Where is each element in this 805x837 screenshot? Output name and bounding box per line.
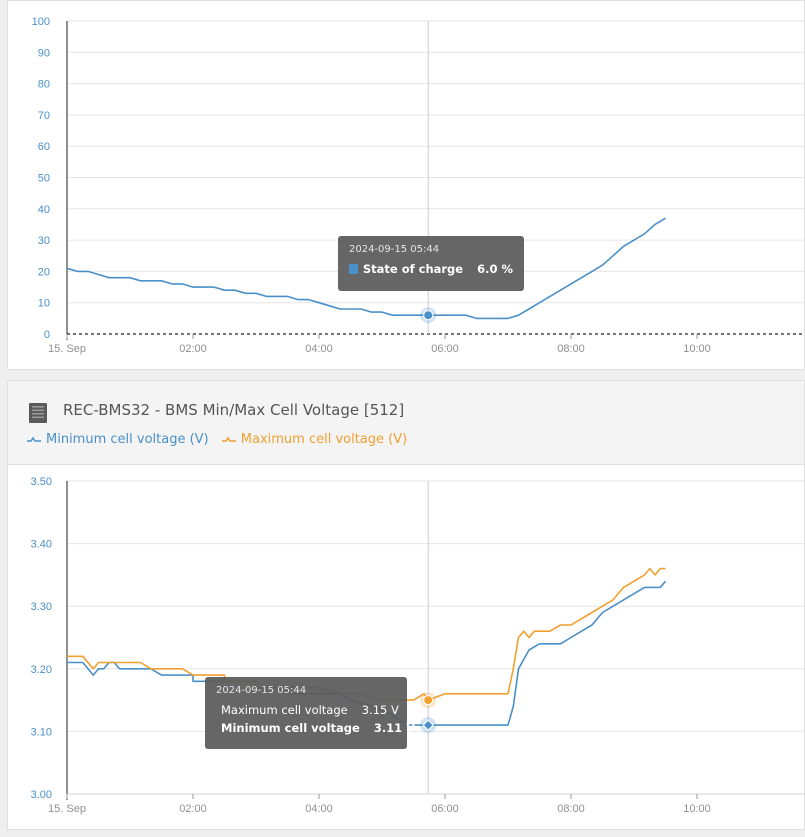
soc-chart-panel: 0 10 20 30 40 50 60 70 80 90 100 15. Sep 02:00 04:00 0… xyxy=(7,0,805,370)
y-tick-label: 100 xyxy=(32,16,50,28)
x-tick-label: 06:00 xyxy=(431,803,459,815)
series-line-1 xyxy=(66,217,666,320)
soc-tooltip-label: State of charge xyxy=(362,262,464,276)
y-tick-label: 30 xyxy=(38,235,50,247)
cell-voltage-panel: REC-BMS32 - BMS Min/Max Cell Voltage [51… xyxy=(7,380,805,830)
x-tick-label: 10:00 xyxy=(683,803,711,815)
battery-monitor-icon xyxy=(29,403,47,423)
y-tick-label: 3.30 xyxy=(31,601,52,613)
y-tick-label: 50 xyxy=(38,173,50,185)
soc-tooltip-value: 6.0 % xyxy=(477,262,513,276)
y-tick-label: 0 xyxy=(44,329,50,341)
hover-marker xyxy=(422,719,434,731)
legend-label-max-voltage: Maximum cell voltage (V) xyxy=(240,432,408,447)
legend-item-min-voltage[interactable]: Minimum cell voltage (V) xyxy=(26,432,209,447)
x-tick-label: 04:00 xyxy=(305,803,333,815)
y-tick-label: 20 xyxy=(38,266,50,278)
y-tick-label: 70 xyxy=(38,110,50,122)
soc-tooltip-date: 2024-09-15 05:44 xyxy=(349,244,440,255)
soc-chart[interactable]: 0 10 20 30 40 50 60 70 80 90 100 15. Sep 02:00 04:00 0… xyxy=(8,1,805,371)
cell-tooltip-label-min: Minimum cell voltage xyxy=(221,721,360,735)
y-tick-label: 3.00 xyxy=(31,789,52,801)
x-tick-label: 06:00 xyxy=(431,343,459,355)
x-tick-label: 02:00 xyxy=(179,343,207,355)
y-tick-label: 3.50 xyxy=(31,476,52,488)
cell-voltage-title: REC-BMS32 - BMS Min/Max Cell Voltage [51… xyxy=(63,401,405,419)
y-tick-label: 90 xyxy=(38,47,50,59)
y-tick-label: 3.40 xyxy=(31,539,52,551)
x-tick-label: 15. Sep xyxy=(48,343,86,355)
legend-label-min-voltage: Minimum cell voltage (V) xyxy=(46,432,209,447)
x-tick-label: 02:00 xyxy=(179,803,207,815)
cell-voltage-legend: Minimum cell voltage (V) Maximum cell vo… xyxy=(26,432,415,449)
y-tick-label: 80 xyxy=(38,79,50,91)
cell-voltage-chart[interactable]: 3.00 3.10 3.20 3.30 3.40 3.50 15. Sep 02:00 04:0… xyxy=(8,381,805,831)
hover-marker xyxy=(423,695,434,706)
x-tick-label: 08:00 xyxy=(557,803,585,815)
cell-tooltip-label-max: Maximum cell voltage xyxy=(221,703,348,717)
cell-tooltip: 2024-09-15 05:44 Maximum cell voltage 3.… xyxy=(205,677,415,749)
x-tick-label: 04:00 xyxy=(305,343,333,355)
x-tick-label: 10:00 xyxy=(683,343,711,355)
y-tick-label: 60 xyxy=(38,141,50,153)
x-tick-label: 08:00 xyxy=(557,343,585,355)
legend-line-icon xyxy=(221,436,236,442)
cell-tooltip-value-min: 3.11 V xyxy=(373,721,416,735)
y-tick-label: 3.10 xyxy=(31,726,52,738)
cell-tooltip-value-max: 3.15 V xyxy=(361,703,399,717)
x-tick-label: 15. Sep xyxy=(48,803,86,815)
hover-marker xyxy=(423,310,434,321)
legend-item-max-voltage[interactable]: Maximum cell voltage (V) xyxy=(221,432,407,447)
soc-tooltip-swatch xyxy=(349,264,358,274)
series-line-2 xyxy=(67,567,666,701)
y-tick-label: 10 xyxy=(38,298,50,310)
y-tick-label: 40 xyxy=(38,204,50,216)
cell-tooltip-date: 2024-09-15 05:44 xyxy=(216,685,307,696)
legend-line-icon xyxy=(27,436,41,442)
soc-tooltip: 2024-09-15 05:44 State of charge 6.0 % xyxy=(338,236,524,291)
cell-voltage-header: REC-BMS32 - BMS Min/Max Cell Voltage [51… xyxy=(8,381,804,465)
y-tick-label: 3.20 xyxy=(31,664,52,676)
